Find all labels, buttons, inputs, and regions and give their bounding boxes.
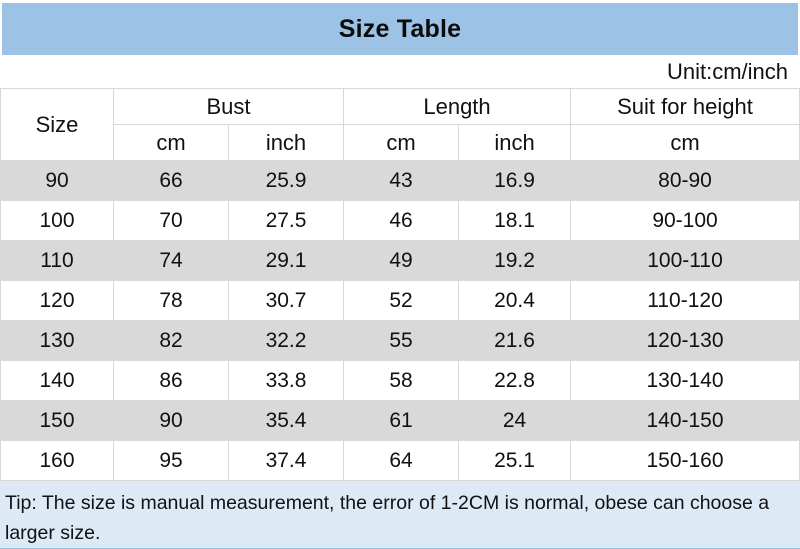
- table-row: 130 82 32.2 55 21.6 120-130: [0, 320, 800, 361]
- size-table-header: Size Bust Length Suit for height cm inch…: [0, 88, 800, 161]
- table-cell: 25.1: [457, 440, 572, 481]
- table-row: 100 70 27.5 46 18.1 90-100: [0, 200, 800, 241]
- table-cell: 150: [0, 400, 114, 441]
- table-cell: 110: [0, 240, 114, 281]
- table-row: 110 74 29.1 49 19.2 100-110: [0, 240, 800, 281]
- table-cell: 90: [113, 400, 229, 441]
- table-cell: 22.8: [457, 360, 572, 401]
- table-cell: 90-100: [570, 200, 800, 241]
- size-table-body: 90 66 25.9 43 16.9 80-90 100 70 27.5 46 18.1 90-100…: [0, 160, 800, 481]
- header-row-groups: Size Bust Length Suit for height: [0, 88, 800, 161]
- col-header-bust: Bust: [113, 88, 344, 125]
- table-cell: 24: [457, 400, 572, 441]
- title-banner: Size Table: [2, 3, 798, 55]
- table-cell: 19.2: [457, 240, 572, 281]
- table-cell: 82: [113, 320, 229, 361]
- table-cell: 74: [113, 240, 229, 281]
- subcol-header-bust-cm: cm: [113, 124, 229, 161]
- table-cell: 120: [0, 280, 114, 321]
- table-cell: 46: [343, 200, 459, 241]
- page-title: Size Table: [338, 14, 462, 43]
- table-cell: 110-120: [570, 280, 800, 321]
- table-cell: 37.4: [228, 440, 344, 481]
- table-cell: 52: [343, 280, 459, 321]
- table-cell: 160: [0, 440, 114, 481]
- table-cell: 86: [113, 360, 229, 401]
- table-cell: 140: [0, 360, 114, 401]
- table-cell: 27.5: [228, 200, 344, 241]
- col-header-suit-for-height: Suit for height: [570, 88, 800, 125]
- unit-note: Unit:cm/inch: [666, 58, 788, 84]
- subcol-header-length-cm: cm: [343, 124, 459, 161]
- subcol-header-suit-cm: cm: [570, 124, 800, 161]
- table-cell: 30.7: [228, 280, 344, 321]
- table-cell: 130: [0, 320, 114, 361]
- table-cell: 80-90: [570, 160, 800, 201]
- table-cell: 61: [343, 400, 459, 441]
- table-cell: 25.9: [228, 160, 344, 201]
- table-cell: 55: [343, 320, 459, 361]
- subcol-header-bust-inch: inch: [228, 124, 344, 161]
- table-cell: 140-150: [570, 400, 800, 441]
- tip-note: Tip: The size is manual measurement, the…: [0, 481, 800, 548]
- table-row: 120 78 30.7 52 20.4 110-120: [0, 280, 800, 321]
- table-cell: 150-160: [570, 440, 800, 481]
- col-header-length: Length: [342, 88, 572, 125]
- table-cell: 70: [113, 200, 229, 241]
- table-cell: 49: [343, 240, 459, 281]
- table-cell: 16.9: [457, 160, 572, 201]
- size-table: Size Bust Length Suit for height cm inch…: [0, 88, 800, 481]
- table-cell: 20.4: [457, 280, 572, 321]
- table-cell: 90: [0, 160, 114, 201]
- table-cell: 33.8: [228, 360, 344, 401]
- table-row: 160 95 37.4 64 25.1 150-160: [0, 440, 800, 481]
- table-cell: 18.1: [457, 200, 572, 241]
- table-cell: 100: [0, 200, 114, 241]
- table-cell: 64: [343, 440, 459, 481]
- subcol-header-length-inch: inch: [457, 124, 572, 161]
- table-cell: 35.4: [228, 400, 344, 441]
- table-row: 90 66 25.9 43 16.9 80-90: [0, 160, 800, 201]
- table-cell: 130-140: [570, 360, 800, 401]
- table-cell: 120-130: [570, 320, 800, 361]
- table-row: 150 90 35.4 61 24 140-150: [0, 400, 800, 441]
- table-cell: 58: [343, 360, 459, 401]
- table-cell: 43: [343, 160, 459, 201]
- table-cell: 21.6: [457, 320, 572, 361]
- table-cell: 66: [113, 160, 229, 201]
- table-row: 140 86 33.8 58 22.8 130-140: [0, 360, 800, 401]
- header-row-units: cm inch cm inch cm: [0, 124, 800, 161]
- col-header-size: Size: [0, 88, 114, 161]
- table-cell: 95: [113, 440, 229, 481]
- table-cell: 100-110: [570, 240, 800, 281]
- table-cell: 32.2: [228, 320, 344, 361]
- table-cell: 78: [113, 280, 229, 321]
- table-cell: 29.1: [228, 240, 344, 281]
